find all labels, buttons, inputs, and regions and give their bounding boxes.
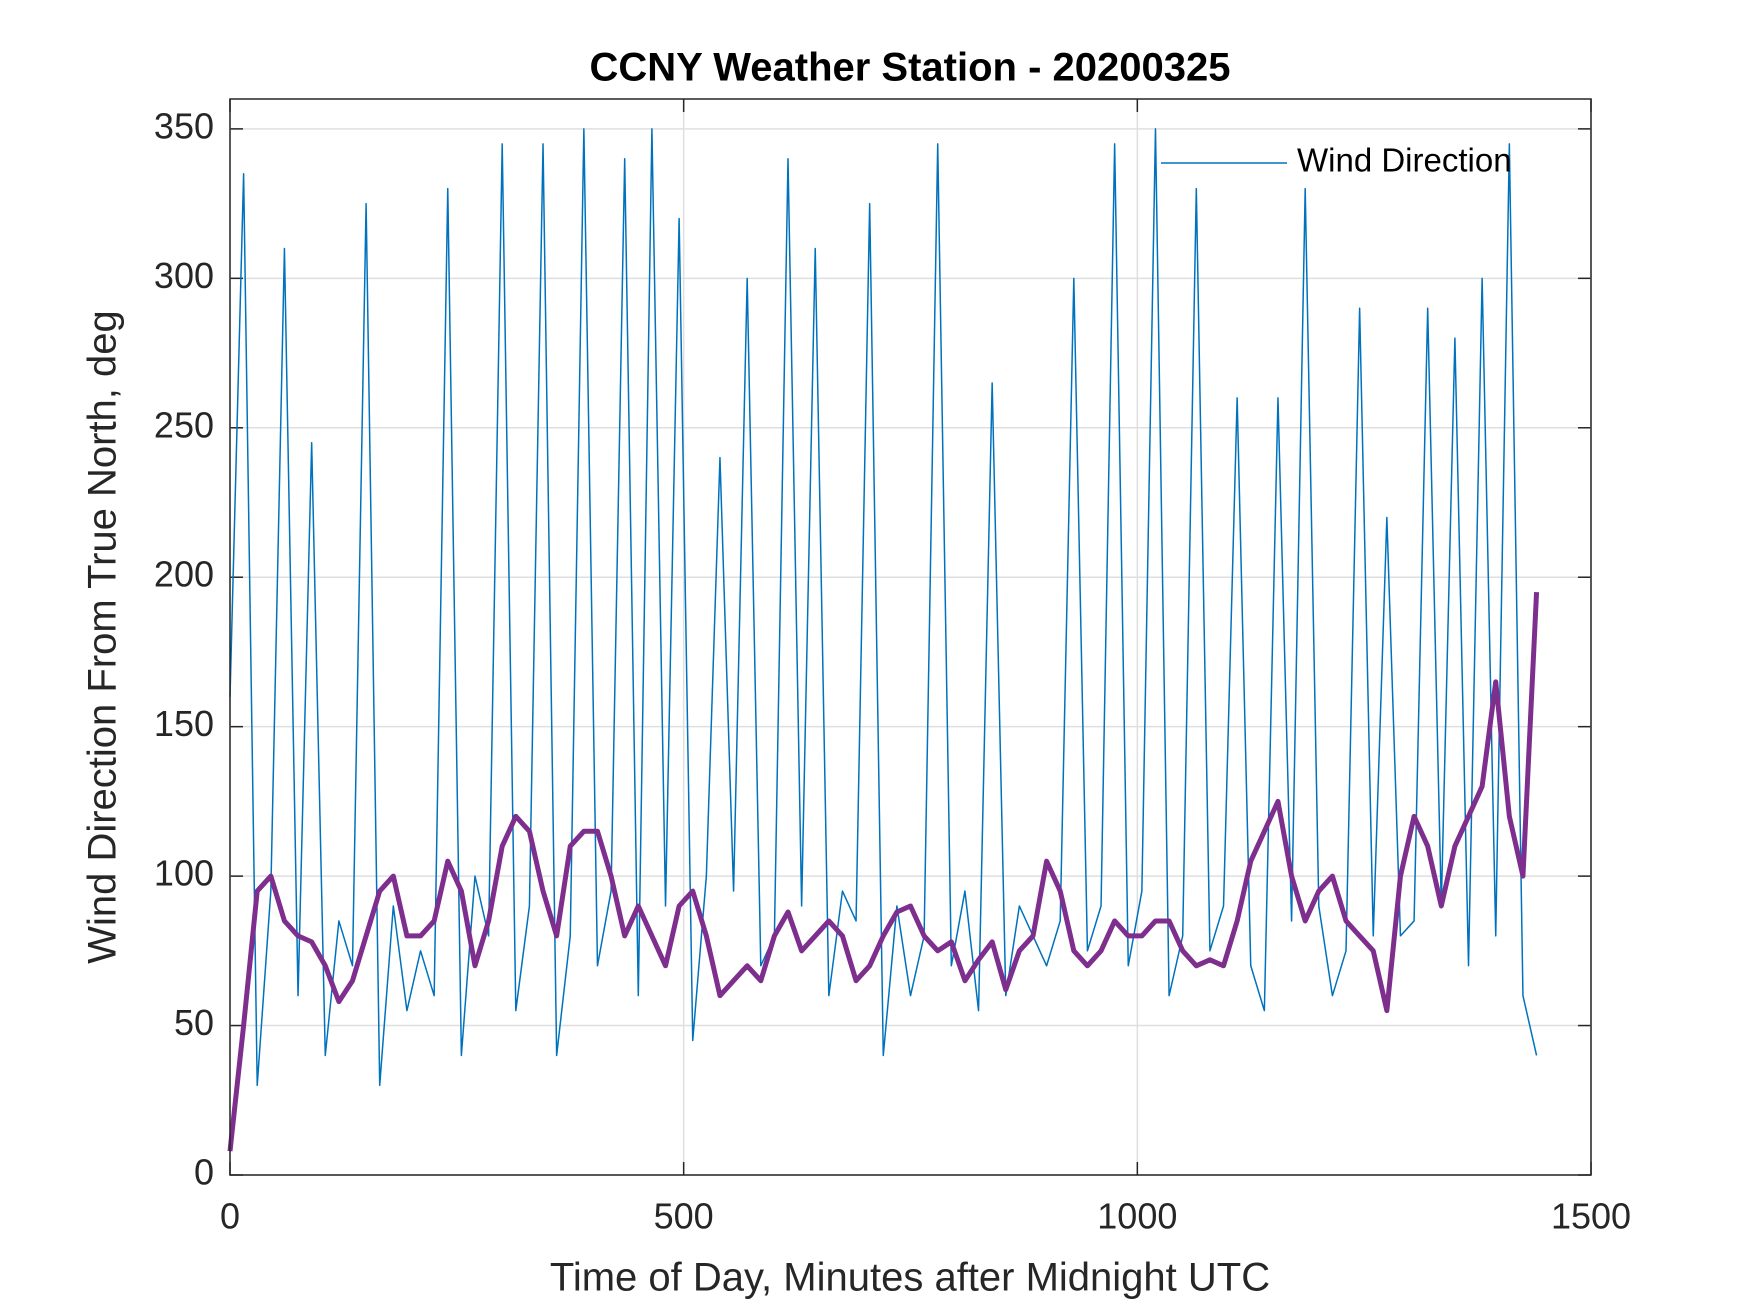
y-tick-label: 200 [154,554,214,595]
x-tick-label: 1500 [1551,1196,1631,1237]
y-tick-label: 250 [154,404,214,445]
plot-frame [229,98,1592,1176]
x-axis-label: Time of Day, Minutes after Midnight UTC [550,1256,1270,1300]
chart-title: CCNY Weather Station - 20200325 [590,46,1231,90]
x-tick-label: 0 [220,1196,240,1237]
y-axis-label: Wind Direction From True North, deg [81,310,125,964]
x-tick-label: 500 [654,1196,714,1237]
y-tick-label: 100 [154,853,214,894]
y-tick-label: 150 [154,703,214,744]
y-tick-label: 50 [174,1002,214,1043]
x-tick-label: 1000 [1097,1196,1177,1237]
y-tick-label: 350 [154,105,214,146]
legend-label: Wind Direction [1297,142,1512,179]
y-tick-label: 0 [194,1152,214,1193]
data-line [229,128,1538,1087]
data-line [227,592,1540,1152]
y-tick-label: 300 [154,255,214,296]
